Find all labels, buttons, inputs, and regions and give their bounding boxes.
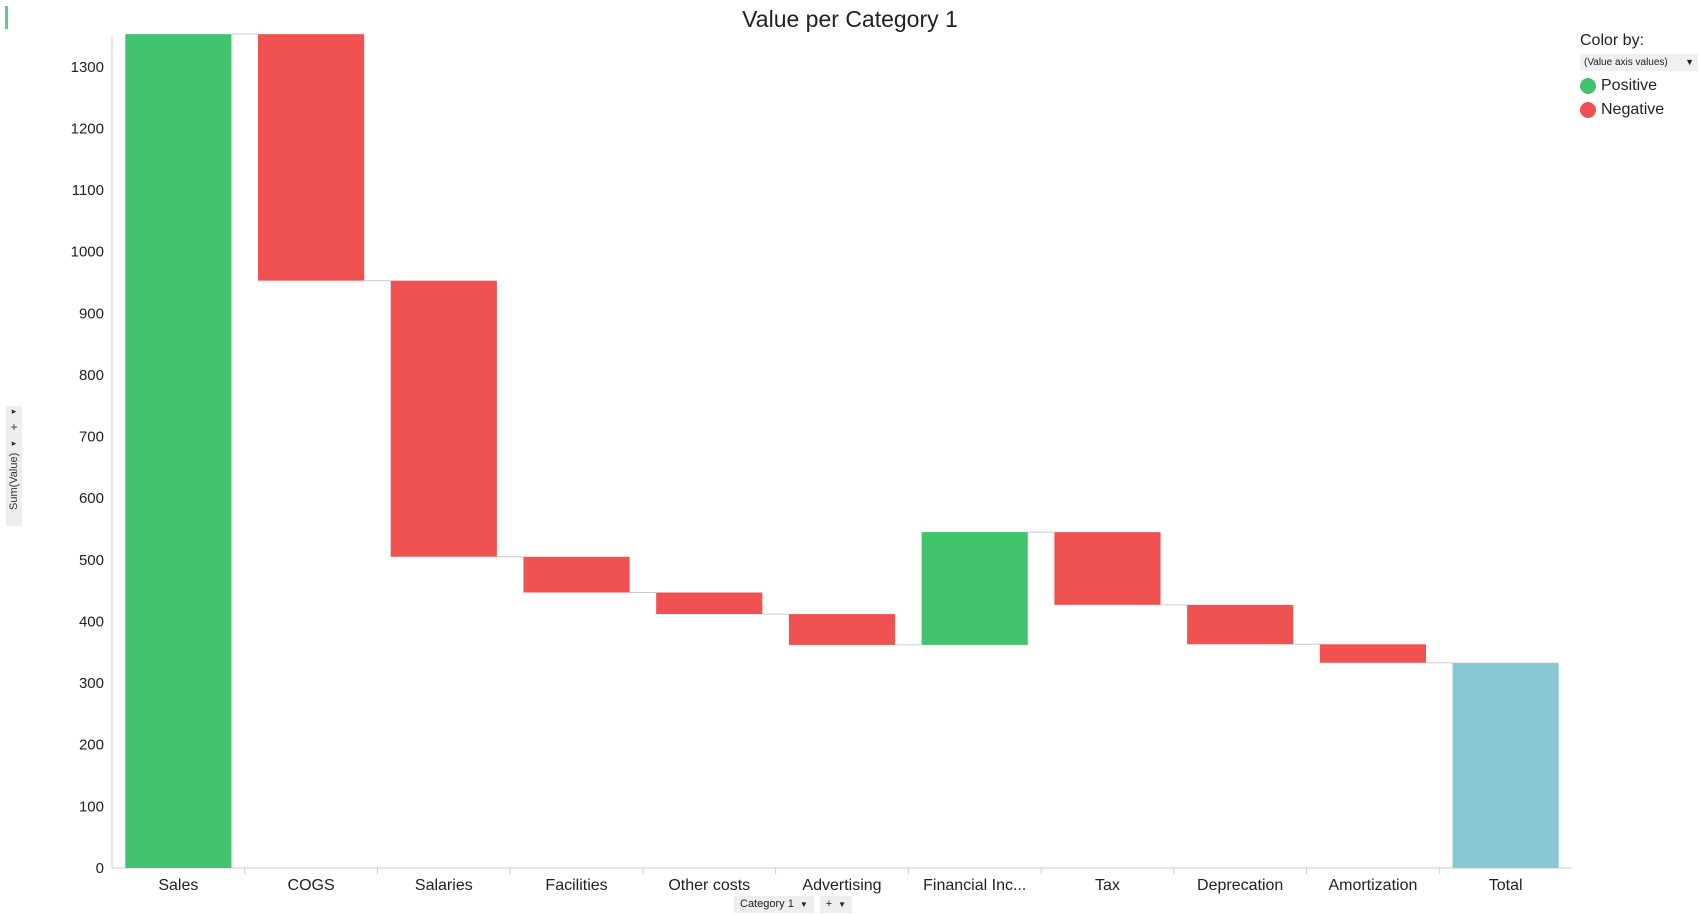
y-tick-label: 400 (79, 613, 104, 630)
x-axis-add-label: + (825, 898, 833, 910)
bar-salaries[interactable] (390, 280, 497, 557)
chart-bars (125, 34, 1559, 868)
x-tick-label: Advertising (802, 877, 881, 894)
chart-title: Value per Category 1 (742, 6, 958, 32)
chevron-down-icon: ▼ (838, 900, 847, 909)
y-tick-label: 200 (79, 737, 104, 754)
x-tick-label: Sales (158, 877, 198, 894)
y-axis-add-button[interactable]: + (10, 420, 18, 434)
x-tick-label: Other costs (668, 877, 750, 894)
y-axis-expand-icon[interactable]: ▸ (11, 406, 17, 416)
y-axis-ticks: 0 100 200 300 400 500 600 700 800 900 1000 1100 1200… (71, 59, 104, 877)
y-tick-label: 100 (79, 798, 104, 815)
y-tick-label: 600 (79, 490, 104, 507)
y-tick-label: 900 (79, 305, 104, 322)
x-tick-label: COGS (288, 877, 335, 894)
x-axis-label[interactable]: Category 1 ▼ (734, 896, 814, 913)
x-axis-selector: Category 1 ▼ + ▼ (734, 896, 853, 913)
legend-swatch-positive (1580, 78, 1596, 94)
y-tick-label: 0 (96, 860, 104, 877)
y-tick-label: 1200 (71, 120, 104, 137)
y-tick-label: 1300 (71, 59, 104, 76)
x-tick-label: Tax (1095, 877, 1120, 894)
bar-tax[interactable] (1054, 532, 1161, 605)
x-tick-label: Amortization (1328, 877, 1417, 894)
x-tick-label: Financial Inc... (923, 877, 1026, 894)
y-tick-label: 800 (79, 367, 104, 384)
bar-financial-inc-[interactable] (921, 532, 1028, 645)
x-axis-label-text: Category 1 (740, 898, 794, 910)
bar-cogs[interactable] (258, 34, 365, 281)
bar-advertising[interactable] (788, 614, 896, 645)
y-axis-menu-icon[interactable]: ▸ (11, 438, 17, 448)
bar-deprecation[interactable] (1187, 604, 1294, 645)
x-tick-label: Deprecation (1197, 877, 1283, 894)
y-tick-label: 1100 (72, 182, 104, 199)
chart-axes (111, 36, 1572, 874)
bar-other-costs[interactable] (656, 592, 763, 615)
bar-facilities[interactable] (523, 556, 630, 593)
color-by-dropdown[interactable]: (Value axis values) ▼ (1580, 54, 1698, 71)
legend-label-positive: Positive (1601, 77, 1658, 94)
x-tick-label: Facilities (545, 877, 607, 894)
active-indicator (5, 6, 8, 29)
legend-item-negative[interactable]: Negative (1580, 101, 1695, 119)
x-axis-add-button[interactable]: + ▼ (819, 896, 853, 913)
color-by-value: (Value axis values) (1584, 57, 1668, 68)
legend-label-negative: Negative (1601, 101, 1665, 118)
chevron-down-icon: ▼ (1685, 57, 1694, 67)
legend-item-positive[interactable]: Positive (1580, 77, 1695, 95)
legend-swatch-negative (1580, 102, 1596, 118)
bar-amortization[interactable] (1319, 644, 1426, 663)
x-tick-label: Salaries (415, 877, 473, 894)
y-tick-label: 300 (79, 675, 104, 692)
x-tick-label: Total (1489, 877, 1523, 894)
y-tick-label: 1000 (71, 244, 104, 261)
chevron-down-icon: ▼ (799, 900, 808, 909)
y-axis-selector: ▸ + ▸ (6, 406, 22, 526)
connectors (231, 33, 1453, 664)
y-axis-label[interactable]: Sum(Value) (8, 452, 20, 510)
bar-sales[interactable] (125, 34, 232, 868)
y-tick-label: 500 (79, 552, 104, 569)
x-axis-ticks: Sales COGS Salaries Facilities Other costs Ad… (158, 877, 1522, 894)
legend: Color by: (Value axis values) ▼ Positive… (1580, 32, 1698, 119)
y-tick-label: 700 (79, 429, 104, 446)
bar-total[interactable] (1452, 662, 1559, 868)
legend-title: Color by: (1580, 32, 1645, 49)
